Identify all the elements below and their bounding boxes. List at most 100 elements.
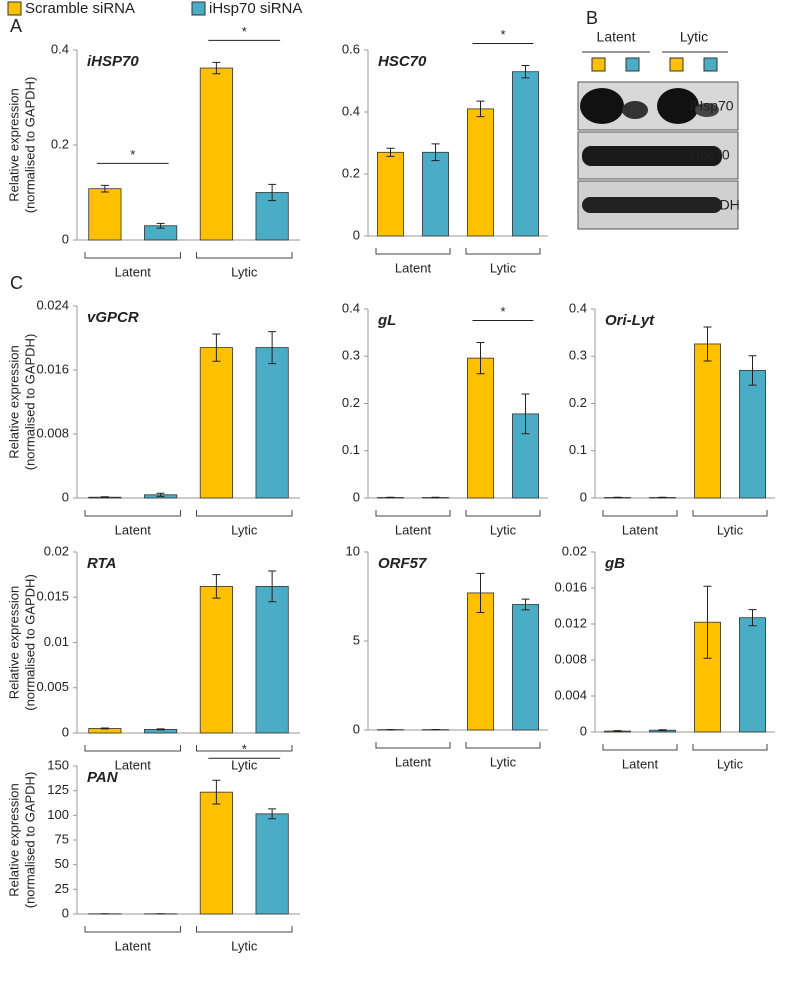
x-tick-label: Lytic	[231, 757, 258, 772]
y-tick-label: 0	[580, 723, 587, 738]
bar	[512, 413, 539, 499]
chart-title: PAN	[87, 769, 119, 786]
y-tick-label: 5	[353, 632, 360, 647]
error-bar	[268, 808, 277, 820]
bar	[255, 347, 289, 499]
x-tick-label: Lytic	[231, 522, 258, 537]
y-axis-label: Relative expression	[6, 586, 21, 699]
y-tick-label: 0.4	[569, 300, 587, 315]
x-tick-label: Lytic	[231, 264, 258, 279]
x-tick-label: Latent	[622, 522, 659, 537]
group-bracket	[375, 742, 451, 749]
bar	[199, 585, 233, 734]
error-bar	[703, 585, 712, 659]
error-bar	[521, 65, 530, 79]
group-bracket	[196, 745, 293, 752]
y-tick-label: 0.1	[569, 442, 587, 457]
x-tick-label: Lytic	[490, 522, 517, 537]
band	[622, 101, 648, 119]
y-tick-label: 0	[62, 231, 69, 246]
panel-label: A	[10, 16, 22, 36]
y-axis-label: (normalised to GAPDH)	[22, 334, 37, 471]
significance-mark: *	[130, 147, 135, 162]
x-tick-label: Lytic	[490, 260, 517, 275]
bar	[199, 67, 233, 241]
error-bar	[212, 779, 221, 805]
error-bar	[613, 730, 622, 733]
western-blot: Latent Lytic iHsp70 Hsc70 GAPDH	[577, 29, 740, 230]
band	[582, 146, 722, 166]
y-axis-label: (normalised to GAPDH)	[22, 772, 37, 909]
lane-marker	[703, 57, 718, 72]
y-tick-label: 0.02	[44, 543, 69, 558]
bar	[694, 343, 721, 499]
bar	[512, 604, 539, 731]
y-tick-label: 0.004	[554, 687, 587, 702]
error-bar	[431, 143, 440, 162]
group-bracket	[84, 745, 181, 752]
group-bracket	[84, 252, 181, 259]
x-tick-label: Latent	[622, 756, 659, 771]
error-bar	[156, 492, 165, 497]
error-bar	[476, 100, 485, 118]
y-tick-label: 0.02	[562, 543, 587, 558]
bar	[88, 188, 122, 241]
group-bracket	[84, 926, 181, 933]
group-bracket	[465, 510, 541, 517]
bar	[255, 585, 289, 734]
y-tick-label: 0	[62, 489, 69, 504]
panel-label: C	[10, 273, 23, 293]
y-axis-label: Relative expression	[6, 783, 21, 896]
chart-title: iHSP70	[87, 53, 139, 70]
group-bracket	[375, 248, 451, 255]
x-tick-label: Lytic	[490, 754, 517, 769]
error-bar	[386, 147, 395, 157]
bar	[739, 617, 766, 733]
y-tick-label: 0.2	[342, 165, 360, 180]
group-bracket	[196, 252, 293, 259]
legend-swatch	[191, 1, 206, 16]
y-tick-label: 0.4	[342, 103, 360, 118]
group-bracket	[692, 510, 768, 517]
y-tick-label: 50	[55, 856, 69, 871]
group-bracket	[196, 510, 293, 517]
y-tick-label: 0.1	[342, 442, 360, 457]
group-bracket	[84, 510, 181, 517]
bar	[377, 151, 404, 237]
y-tick-label: 0.3	[342, 348, 360, 363]
band	[582, 197, 722, 213]
group-bracket	[692, 744, 768, 751]
bar	[467, 108, 494, 237]
error-bar	[658, 729, 667, 732]
y-axis-label: Relative expression	[6, 88, 21, 201]
y-tick-label: 0	[353, 227, 360, 242]
y-axis-label: Relative expression	[6, 345, 21, 458]
chart-title: HSC70	[378, 53, 427, 70]
x-tick-label: Lytic	[231, 938, 258, 953]
group-bracket	[602, 510, 678, 517]
y-tick-label: 0.3	[569, 348, 587, 363]
chart-title: vGPCR	[87, 309, 139, 326]
group-bracket	[465, 742, 541, 749]
bar	[739, 370, 766, 499]
bar	[199, 791, 233, 915]
y-tick-label: 0.016	[36, 361, 69, 376]
y-tick-label: 75	[55, 831, 69, 846]
y-tick-label: 0.2	[569, 395, 587, 410]
y-tick-label: 0.008	[36, 425, 69, 440]
x-tick-label: Latent	[115, 757, 152, 772]
lane-marker	[591, 57, 606, 72]
y-tick-label: 0.012	[554, 615, 587, 630]
error-bar	[476, 342, 485, 375]
band	[657, 88, 699, 124]
error-bar	[100, 496, 109, 499]
chart-title: gB	[604, 555, 625, 572]
y-tick-label: 0.015	[36, 589, 69, 604]
error-bar	[748, 355, 757, 386]
band	[580, 88, 624, 124]
lane-marker	[625, 57, 640, 72]
x-tick-label: Lytic	[717, 756, 744, 771]
error-bar	[476, 572, 485, 614]
error-bar	[268, 183, 277, 202]
